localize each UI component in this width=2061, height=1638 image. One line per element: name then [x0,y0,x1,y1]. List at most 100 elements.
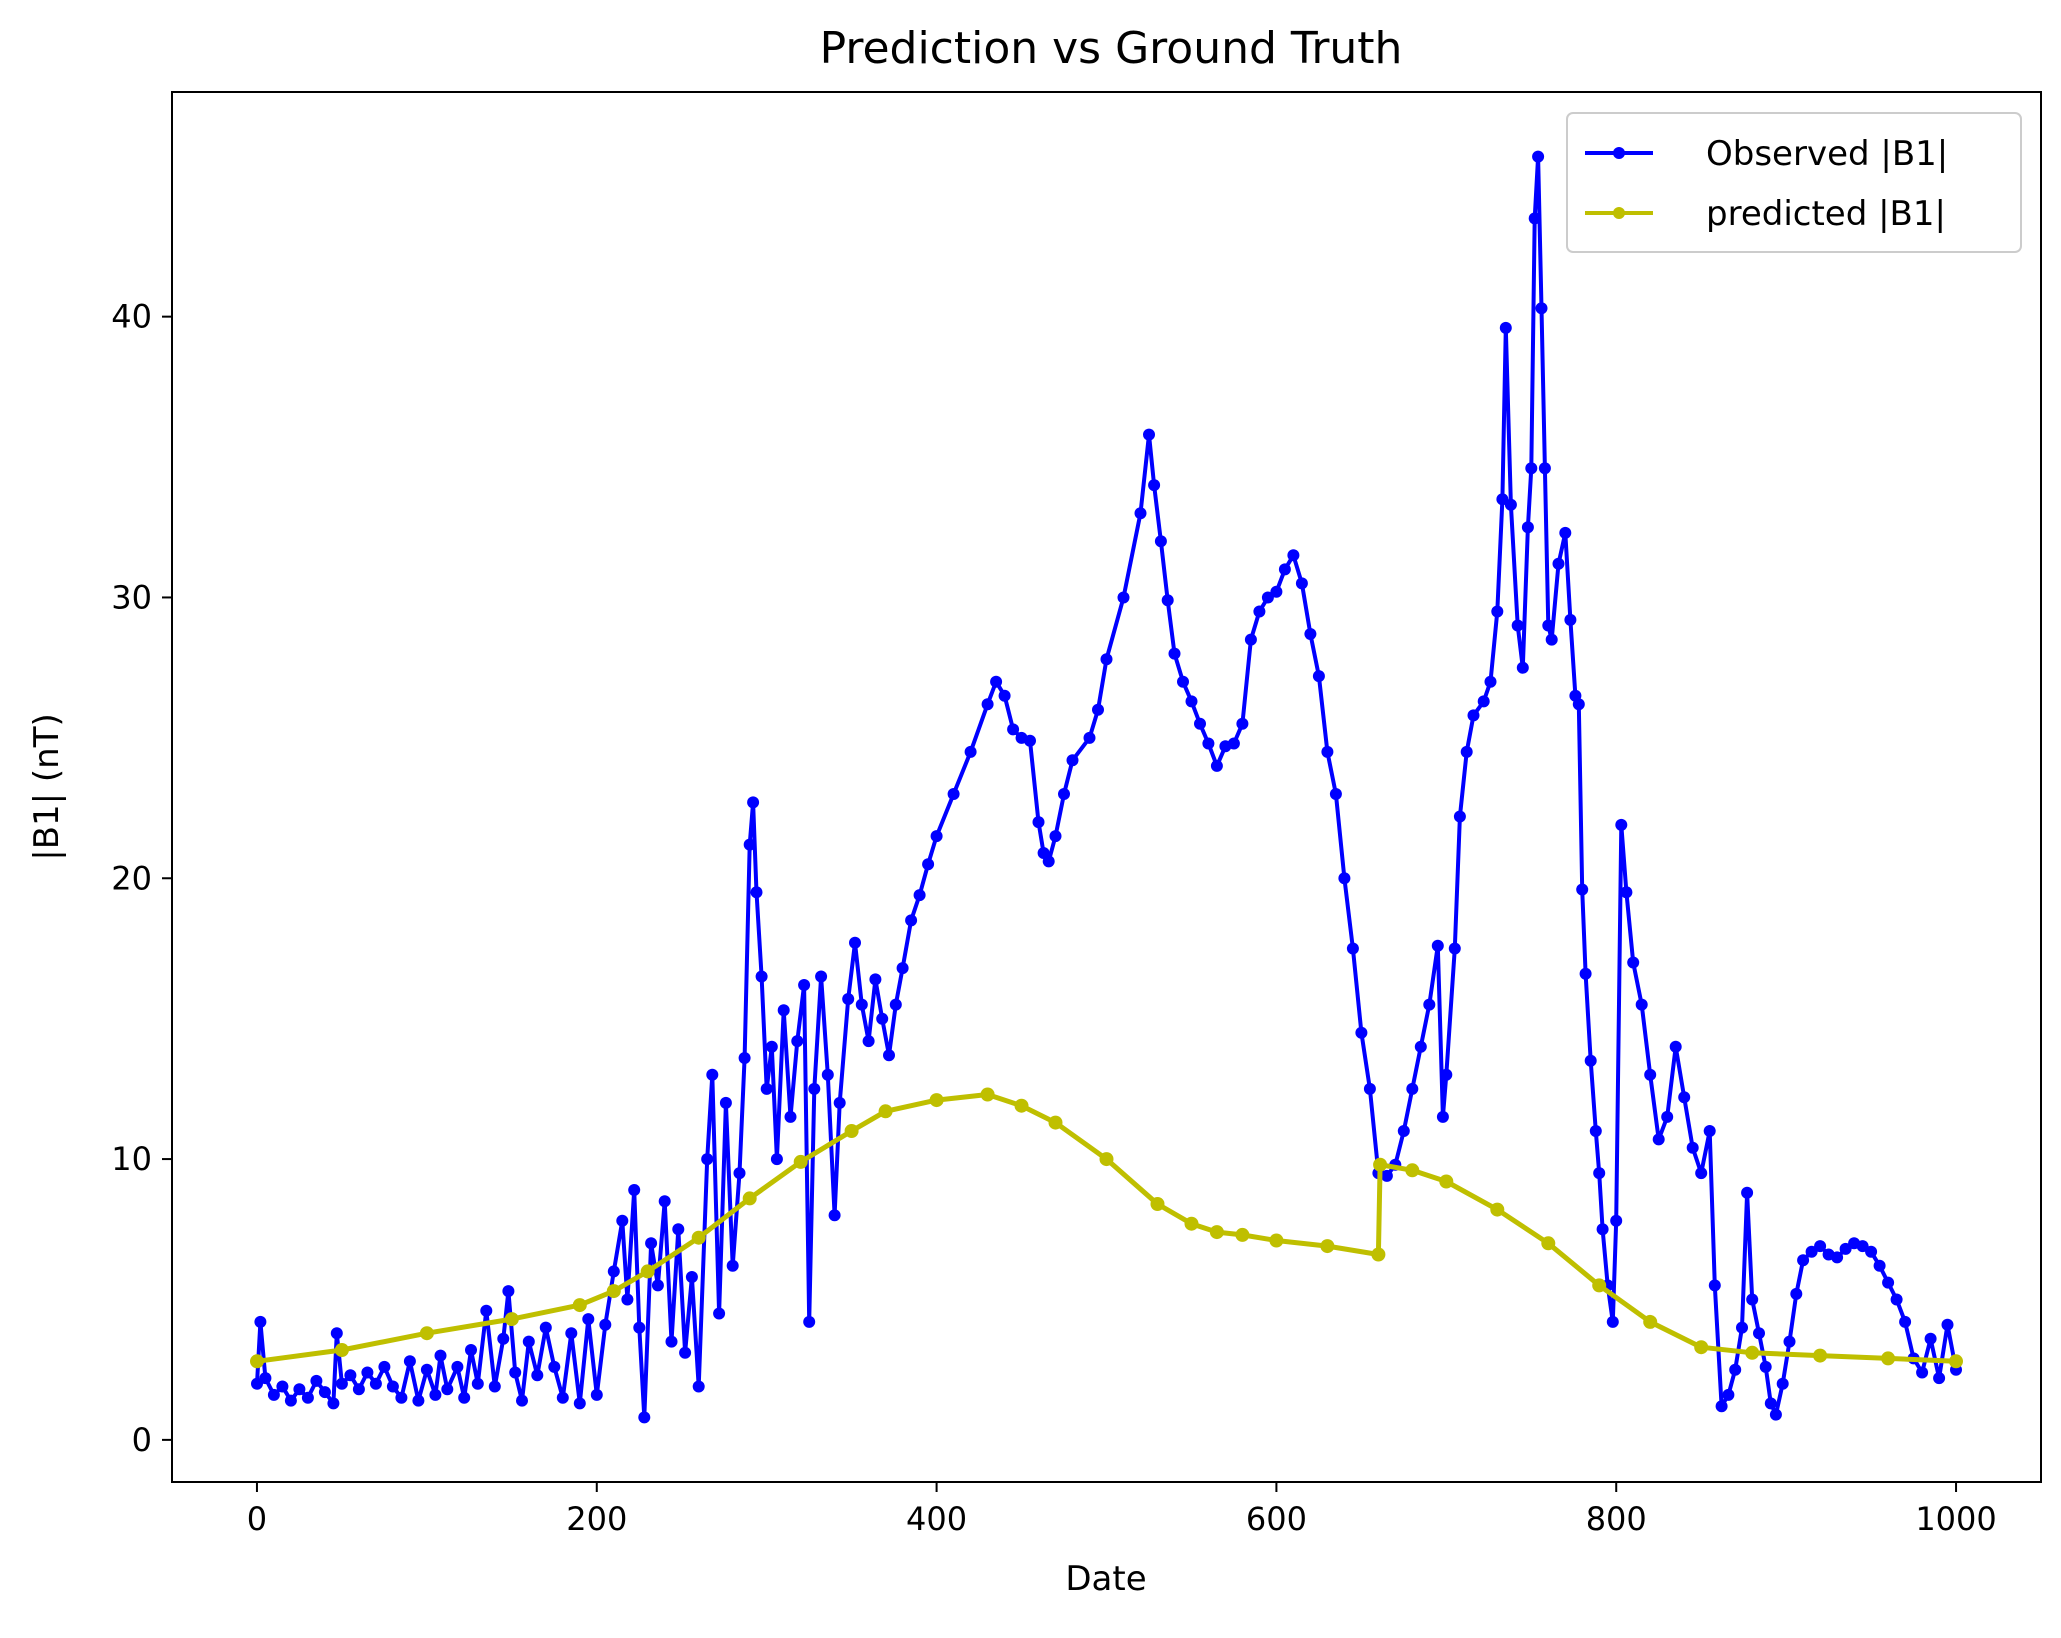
observed-data-point [719,1096,732,1109]
observed-data-point [259,1372,272,1385]
observed-data-point [889,998,902,1011]
observed-data-point [1695,1167,1708,1180]
observed-data-point [1397,1125,1410,1137]
x-tick-label: 0 [247,1500,267,1538]
observed-data-point [522,1335,535,1348]
observed-data-point [1177,675,1189,688]
observed-data-point [548,1360,561,1373]
legend-observed-label: Observed |B1| [1706,134,1948,174]
observed-data-point [1504,498,1517,511]
observed-data-point [1477,695,1490,708]
observed-data-point [1686,1141,1699,1154]
predicted-data-point [1014,1098,1029,1113]
predicted-data-point [1439,1174,1454,1189]
predicted-data-point [1541,1236,1556,1251]
observed-data-point [310,1374,323,1387]
observed-data-point [1032,816,1045,829]
observed-data-point [1729,1363,1742,1376]
observed-data-point [458,1391,471,1404]
observed-data-point [361,1366,374,1379]
observed-data-point [815,970,828,983]
observed-data-point [1066,754,1079,767]
observed-data-point [1538,462,1551,475]
predicted-data-point [1235,1227,1250,1242]
observed-data-point [1703,1125,1716,1137]
observed-data-point [628,1184,641,1196]
observed-data-point [1669,1040,1682,1053]
observed-data-point [607,1265,620,1278]
observed-data-point [1143,428,1155,441]
observed-data-point [293,1383,306,1396]
y-tick-label: 10 [111,1140,152,1178]
observed-data-point [679,1346,692,1359]
legend-predicted-label: predicted |B1| [1706,194,1946,234]
predicted-data-point [504,1312,519,1327]
observed-data-point [733,1167,746,1180]
observed-data-point [1312,670,1325,683]
observed-data-point [862,1035,875,1048]
observed-data-point [855,998,868,1011]
predicted-data-point [1881,1351,1896,1366]
observed-data-point [706,1068,719,1081]
observed-data-point [1606,1315,1619,1328]
observed-data-point [386,1380,399,1393]
observed-data-point [1764,1397,1777,1410]
observed-data-point [1722,1388,1735,1401]
observed-data-point [784,1110,797,1123]
y-tick-label: 30 [111,578,152,616]
observed-data-point [1058,788,1070,800]
observed-data-point [1338,872,1351,885]
y-axis-ticks: 0 10 20 30 40 [111,298,172,1459]
y-tick-label: 0 [132,1421,152,1459]
observed-data-point [1467,709,1480,722]
observed-data-point [539,1321,552,1334]
observed-data-point [738,1052,751,1064]
predicted-data-point [1150,1197,1165,1211]
observed-data-point [1525,462,1538,475]
observed-data-point [395,1391,408,1404]
observed-data-point [842,993,855,1005]
observed-data-point [1797,1254,1810,1267]
observed-data-point [658,1195,671,1208]
legend-box [1566,112,2022,253]
predicted-data-point [1209,1225,1224,1240]
observed-data-point [998,689,1011,702]
observed-data-point [1521,521,1534,534]
observed-data-point [378,1360,391,1373]
y-tick-label: 20 [111,859,152,897]
predicted-data-point [334,1343,349,1357]
observed-data-point [1168,647,1181,660]
predicted-data-point [742,1191,757,1206]
observed-data-point [1576,883,1589,896]
observed-data-point [808,1082,821,1095]
observed-data-point [1635,998,1648,1011]
observed-data-point [1769,1408,1782,1421]
observed-data-point [1092,703,1104,716]
observed-data-point [803,1315,816,1328]
predicted-data-point [1745,1345,1760,1360]
observed-data-point [1873,1259,1886,1272]
predicted-data-point [1694,1340,1709,1355]
observed-data-point [1831,1251,1844,1264]
observed-data-point [645,1237,658,1250]
predicted-data-point [640,1264,655,1279]
observed-data-point [420,1363,433,1376]
observed-data-point [1117,591,1130,604]
observed-data-point [621,1293,634,1306]
observed-data-point [1363,1082,1376,1095]
legend-predicted-marker [1613,207,1625,219]
predicted-data-point [1813,1348,1828,1363]
observed-data-point [327,1397,340,1410]
observed-data-point [1460,745,1473,758]
observed-data-point [616,1214,629,1227]
observed-data-point [1185,695,1198,708]
observed-data-point [1933,1372,1946,1385]
observed-data-point [1627,956,1640,969]
observed-data-point [849,936,861,949]
observed-data-point [1083,731,1096,744]
observed-data-point [276,1380,289,1393]
predicted-data-point [1269,1233,1284,1248]
observed-data-point [1321,745,1334,758]
observed-series-markers [251,150,1962,1424]
observed-data-point [1380,1169,1393,1182]
